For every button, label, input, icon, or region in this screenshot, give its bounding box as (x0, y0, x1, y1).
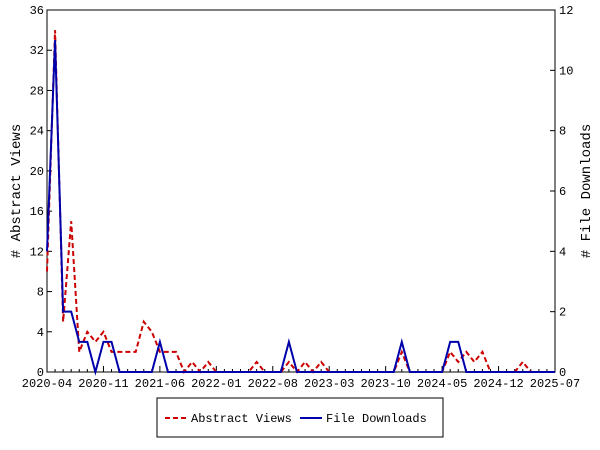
plot-frame (46, 9, 556, 373)
y-tick-label: 36 (30, 4, 44, 18)
y2-tick-label: 0 (559, 366, 566, 380)
y-tick-label: 0 (37, 366, 44, 380)
legend-box (156, 397, 444, 438)
series-line (46, 40, 555, 376)
y2-tick-label: 4 (559, 245, 566, 259)
y-tick-label: 8 (37, 286, 44, 300)
x-tick-label: 2024-12 (473, 377, 523, 391)
legend-label: Abstract Views (191, 412, 292, 426)
y2-axis-label: # File Downloads (579, 124, 595, 258)
x-tick-label: 2020-11 (78, 377, 128, 391)
series-line (46, 30, 555, 374)
x-tick-label: 2022-01 (191, 377, 241, 391)
x-tick-label: 2023-10 (360, 377, 410, 391)
y2-tick-label: 2 (559, 306, 566, 320)
y-tick-label: 20 (30, 165, 44, 179)
x-tick-label: 2025-07 (530, 377, 580, 391)
y2-tick-label: 6 (559, 185, 566, 199)
x-tick-label: 2022-08 (248, 377, 298, 391)
y-tick-label: 24 (30, 125, 44, 139)
y-tick-label: 12 (30, 245, 44, 259)
y-tick-label: 32 (30, 44, 44, 58)
y2-tick-label: 8 (559, 125, 566, 139)
y-tick-label: 4 (37, 326, 44, 340)
legend-label: File Downloads (326, 412, 427, 426)
x-tick-label: 2023-03 (304, 377, 354, 391)
y2-tick-label: 10 (559, 64, 573, 78)
x-tick-label: 2024-05 (417, 377, 467, 391)
y-axis-label: # Abstract Views (9, 124, 25, 258)
y2-tick-label: 12 (559, 4, 573, 18)
x-tick-label: 2020-04 (22, 377, 72, 391)
y-tick-label: 16 (30, 205, 44, 219)
x-tick-label: 2021-06 (135, 377, 185, 391)
y-tick-label: 28 (30, 84, 44, 98)
